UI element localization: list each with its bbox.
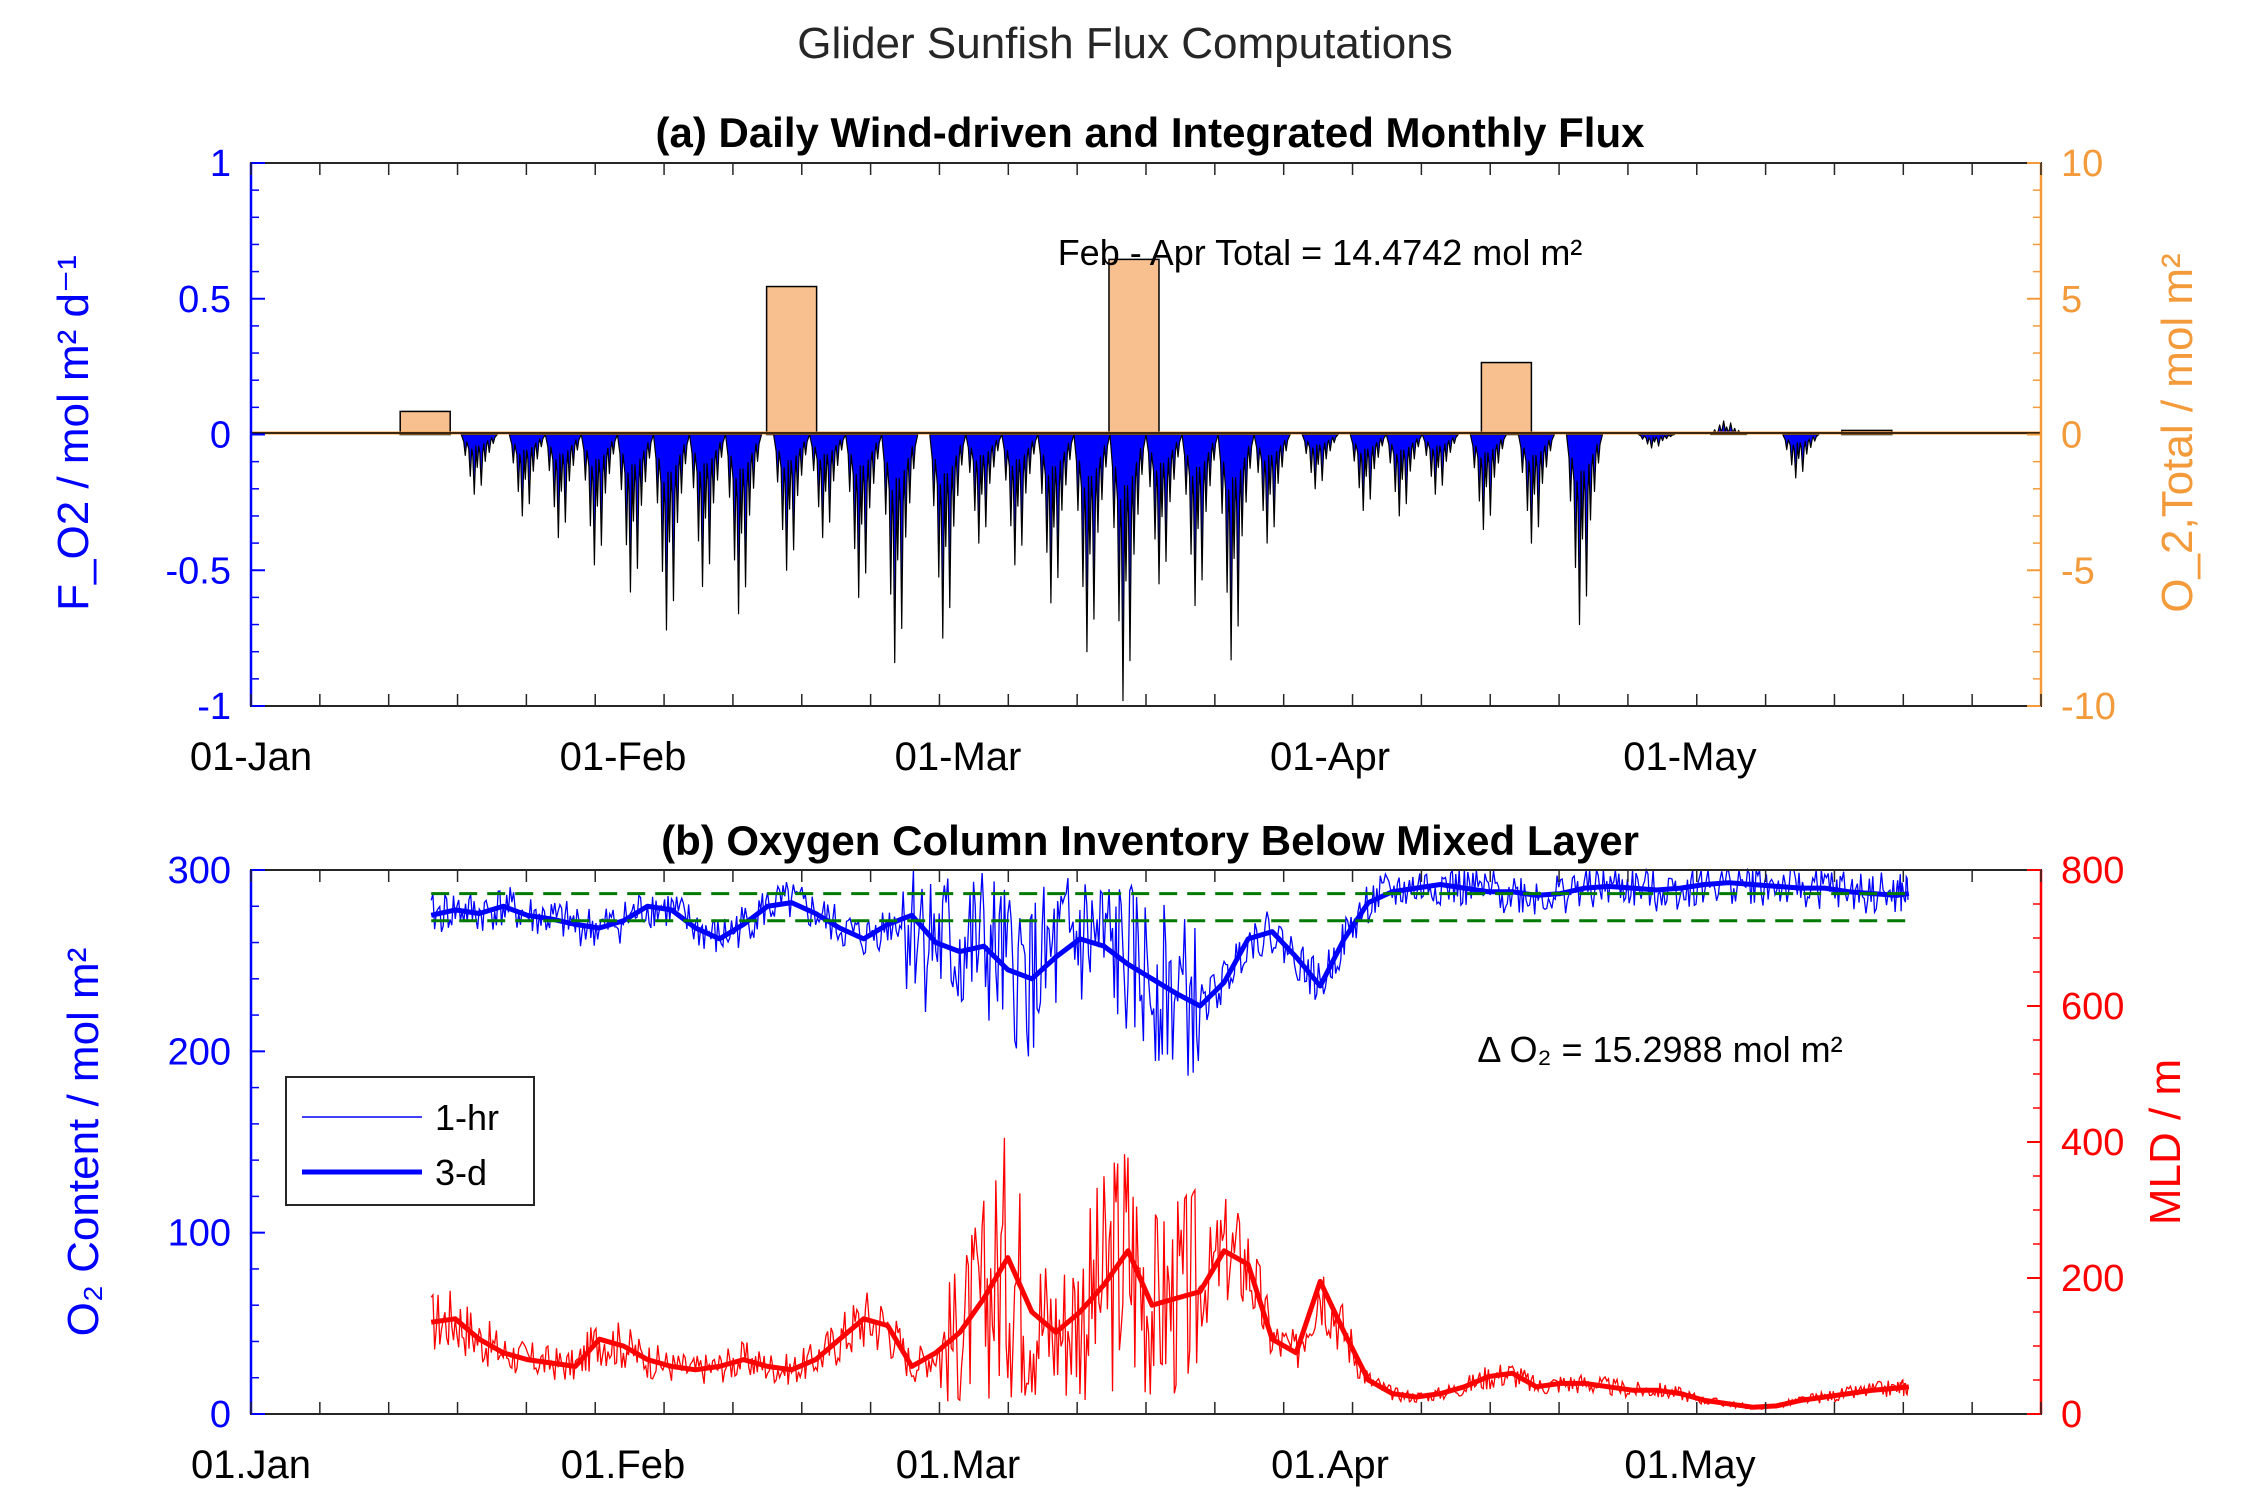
legend-label-1hr: 1-hr xyxy=(435,1097,499,1138)
ytick-label-right: 0 xyxy=(2061,1394,2082,1436)
xtick-label-b-may: 01.May xyxy=(1624,1443,1755,1487)
ytick-label-right: 200 xyxy=(2061,1258,2124,1300)
xtick-label-b-apr: 01.Apr xyxy=(1271,1443,1389,1487)
panel-b: (b) Oxygen Column Inventory Below Mixed … xyxy=(59,817,2190,1487)
ytick-label-left: 200 xyxy=(168,1031,231,1073)
ytick-label-right: 600 xyxy=(2061,986,2124,1028)
panel-b-right-ylabel: MLD / m xyxy=(2141,1059,2190,1225)
monthly-total-bars xyxy=(399,258,1893,436)
ytick-label-right: -5 xyxy=(2061,550,2095,592)
ytick-label-left: 300 xyxy=(168,850,231,892)
daily-flux-fill xyxy=(460,420,1820,702)
figure-suptitle: Glider Sunfish Flux Computations xyxy=(797,19,1452,68)
xtick-label-b-mar: 01.Mar xyxy=(896,1443,1021,1487)
legend-label-3d: 3-d xyxy=(435,1152,487,1193)
mld-1hr-line xyxy=(430,1137,1909,1411)
monthly-bar xyxy=(765,285,818,436)
ytick-label-left: -1 xyxy=(197,686,231,728)
ytick-label-left: 0.5 xyxy=(178,279,231,321)
daily-flux-area xyxy=(460,420,1820,702)
ytick-label-left: 0 xyxy=(210,415,231,457)
oxygen-series xyxy=(430,867,1910,1076)
ytick-label-right: -10 xyxy=(2061,686,2116,728)
reference-lines xyxy=(431,892,1909,923)
monthly-bar xyxy=(399,410,451,436)
ytick-label-left: -0.5 xyxy=(166,550,231,592)
legend-box xyxy=(285,1076,535,1206)
axis-ticks-b: 0 100 200 300 0 200 400 600 800 xyxy=(168,850,2125,1436)
panel-a: (a) Daily Wind-driven and Integrated Mon… xyxy=(49,109,2202,779)
ytick-label-right: 10 xyxy=(2061,143,2103,185)
ytick-label-left: 100 xyxy=(168,1213,231,1255)
panel-b-title: (b) Oxygen Column Inventory Below Mixed … xyxy=(661,817,1639,864)
ytick-label-left: 1 xyxy=(210,143,231,185)
panel-a-left-ylabel: F_O2 / mol m² d⁻¹ xyxy=(49,255,98,611)
panel-b-left-ylabel: O₂ Content / mol m² xyxy=(59,948,108,1337)
oxygen-3d-line xyxy=(430,880,1910,1009)
xtick-label-a-feb: 01-Feb xyxy=(560,735,687,779)
mld-series xyxy=(430,1137,1910,1411)
panel-b-annotation: Δ O₂ = 15.2988 mol m² xyxy=(1477,1029,1842,1070)
panel-a-right-ylabel: O_2,Total / mol m² xyxy=(2153,253,2202,612)
xtick-label-a-apr: 01-Apr xyxy=(1270,735,1390,779)
legend: 1-hr 3-d xyxy=(285,1076,535,1206)
xtick-label-a-jan: 01-Jan xyxy=(190,735,312,779)
xtick-label-a-mar: 01-Mar xyxy=(895,735,1022,779)
xtick-label-a-may: 01-May xyxy=(1623,735,1756,779)
panel-a-title: (a) Daily Wind-driven and Integrated Mon… xyxy=(655,109,1645,156)
ytick-label-right: 5 xyxy=(2061,279,2082,321)
panel-a-annotation: Feb - Apr Total = 14.4742 mol m² xyxy=(1058,232,1583,273)
oxygen-1hr-line xyxy=(430,867,1909,1076)
monthly-bar xyxy=(1108,258,1160,436)
mld-3d-line xyxy=(430,1248,1910,1410)
ytick-label-right: 0 xyxy=(2061,415,2082,457)
axis-ticks-a: -1 -0.5 0 0.5 1 -10 -5 0 5 10 xyxy=(166,143,2116,728)
xtick-label-b-feb: 01.Feb xyxy=(561,1443,686,1487)
monthly-bar xyxy=(1480,361,1533,436)
xtick-label-b-jan: 01.Jan xyxy=(191,1443,311,1487)
ytick-label-right: 800 xyxy=(2061,850,2124,892)
ytick-label-left: 0 xyxy=(210,1394,231,1436)
ytick-label-right: 400 xyxy=(2061,1122,2124,1164)
